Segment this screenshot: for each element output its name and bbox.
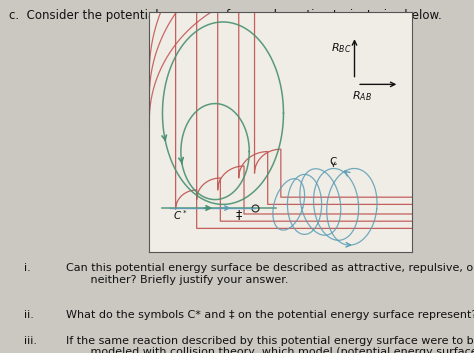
Text: iii.: iii. — [24, 336, 36, 346]
Text: $C^*$: $C^*$ — [173, 208, 188, 222]
Text: What do the symbols C* and ‡ on the potential energy surface represent?: What do the symbols C* and ‡ on the pote… — [66, 310, 474, 320]
Text: If the same reaction described by this potential energy surface were to be
     : If the same reaction described by this p… — [66, 336, 474, 353]
Text: c.  Consider the potential energy surface and reaction trajectories below.: c. Consider the potential energy surface… — [9, 9, 442, 22]
Text: $R_{BC}$: $R_{BC}$ — [331, 41, 351, 55]
Text: C: C — [330, 157, 337, 167]
Text: Can this potential energy surface be described as attractive, repulsive, or
    : Can this potential energy surface be des… — [66, 263, 474, 285]
Text: ii.: ii. — [24, 310, 34, 320]
Text: i.: i. — [24, 263, 30, 273]
Text: $R_{AB}$: $R_{AB}$ — [352, 89, 372, 103]
Text: $\ddagger$: $\ddagger$ — [235, 208, 243, 222]
